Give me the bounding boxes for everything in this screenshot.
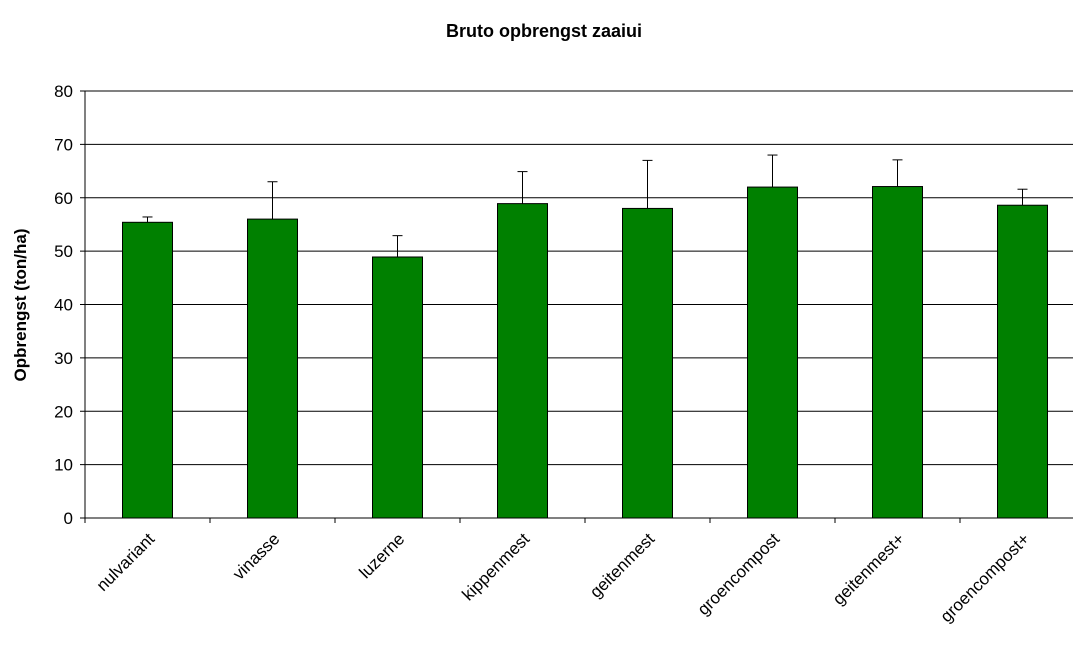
bar <box>122 221 173 519</box>
error-bar <box>517 171 528 204</box>
y-tick-label: 10 <box>54 456 73 475</box>
y-tick-label: 40 <box>54 296 73 315</box>
error-bar <box>1017 188 1028 206</box>
error-bar <box>767 154 778 188</box>
chart-title: Bruto opbrengst zaaiui <box>446 21 642 41</box>
bar <box>747 186 798 519</box>
x-tick-label: kippenmest <box>458 529 533 604</box>
x-tick-label: nulvariant <box>93 529 159 595</box>
y-tick-label: 50 <box>54 242 73 261</box>
error-bar <box>642 159 653 209</box>
x-tick-label: geitenmest+ <box>829 529 908 608</box>
error-bar <box>267 181 278 220</box>
error-bar <box>142 216 153 223</box>
y-tick-label: 60 <box>54 189 73 208</box>
x-tick-label: luzerne <box>355 529 408 582</box>
x-tick-label: groencompost <box>694 529 784 619</box>
error-bar <box>892 159 903 187</box>
bar <box>497 203 548 519</box>
y-tick-label: 80 <box>54 82 73 101</box>
y-tick-label: 30 <box>54 349 73 368</box>
bar <box>997 204 1048 519</box>
x-tick-label: geitenmest <box>586 529 658 601</box>
x-tick-label: groencompost+ <box>937 529 1034 626</box>
x-tick-label: vinasse <box>229 529 283 583</box>
y-tick-label: 20 <box>54 402 73 421</box>
bar <box>622 207 673 519</box>
bar <box>247 218 298 519</box>
error-bar <box>392 235 403 257</box>
y-axis-label: Opbrengst (ton/ha) <box>11 229 30 382</box>
bar <box>872 186 923 519</box>
bar <box>372 256 423 519</box>
y-tick-label: 0 <box>64 509 73 528</box>
y-tick-label: 70 <box>54 135 73 154</box>
